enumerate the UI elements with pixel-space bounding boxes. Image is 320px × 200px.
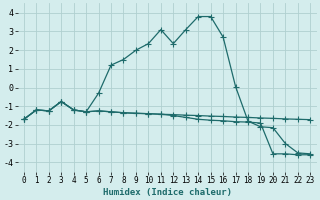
X-axis label: Humidex (Indice chaleur): Humidex (Indice chaleur) <box>103 188 232 197</box>
